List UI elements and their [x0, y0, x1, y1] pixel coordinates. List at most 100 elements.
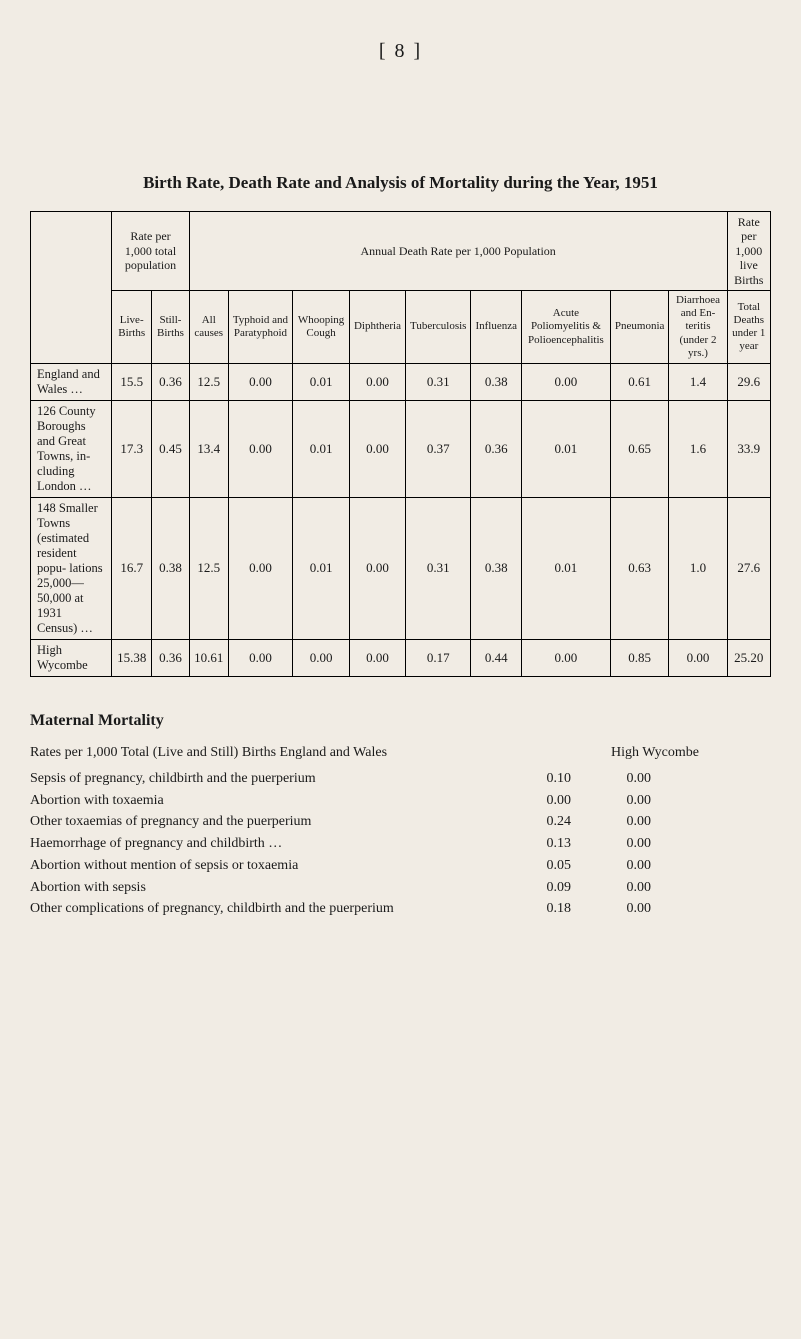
maternal-subhead-ew: Rates per 1,000 Total (Live and Still) B… — [30, 744, 571, 762]
cell: 0.38 — [471, 497, 522, 639]
table-row: 126 County Boroughs and Great Towns, in-… — [31, 400, 771, 497]
maternal-list-ew: Sepsis of pregnancy, childbirth and the … — [30, 768, 571, 920]
cell: 15.5 — [112, 363, 152, 400]
col-tuberculosis: Tuberculosis — [406, 290, 471, 363]
item-value: 0.13 — [531, 833, 571, 855]
maternal-col-hw: High Wycombe 0.00 0.00 0.00 0.00 0.00 0.… — [611, 744, 771, 920]
group-rate-population: Rate per 1,000 total population — [112, 212, 190, 291]
cell: 0.17 — [406, 639, 471, 676]
row-label: High Wycombe — [31, 639, 112, 676]
maternal-col-ew: Rates per 1,000 Total (Live and Still) B… — [30, 744, 571, 920]
cell: 0.00 — [521, 363, 610, 400]
mortality-table: Rate per 1,000 total population Annual D… — [30, 211, 771, 677]
cell: 0.36 — [152, 639, 190, 676]
maternal-columns: Rates per 1,000 Total (Live and Still) B… — [30, 744, 771, 920]
cell: 0.61 — [610, 363, 669, 400]
cell: 0.00 — [349, 497, 405, 639]
cell: 0.36 — [471, 400, 522, 497]
item-value: 0.10 — [531, 768, 571, 790]
cell: 0.00 — [228, 363, 293, 400]
col-polio: Acute Poliomyelitis & Polioencephalitis — [521, 290, 610, 363]
list-item: 0.00 — [611, 833, 771, 855]
item-label: Abortion with toxaemia — [30, 790, 531, 812]
list-item: 0.00 — [611, 768, 771, 790]
page: [ 8 ] Birth Rate, Death Rate and Analysi… — [0, 0, 801, 1339]
item-value: 0.00 — [611, 833, 651, 855]
cell: 12.5 — [189, 363, 228, 400]
cell: 0.44 — [471, 639, 522, 676]
col-area — [31, 212, 112, 364]
item-label: Haemorrhage of pregnancy and childbirth … — [30, 833, 531, 855]
list-item: Abortion without mention of sepsis or to… — [30, 855, 571, 877]
list-item: Abortion with toxaemia0.00 — [30, 790, 571, 812]
cell: 29.6 — [727, 363, 770, 400]
item-label: Abortion without mention of sepsis or to… — [30, 855, 531, 877]
item-value: 0.18 — [531, 898, 571, 920]
cell: 0.00 — [521, 639, 610, 676]
cell: 1.0 — [669, 497, 727, 639]
table-row: High Wycombe 15.38 0.36 10.61 0.00 0.00 … — [31, 639, 771, 676]
maternal-title: Maternal Mortality — [30, 712, 771, 730]
list-item: 0.00 — [611, 855, 771, 877]
table-group-row: Rate per 1,000 total population Annual D… — [31, 212, 771, 291]
cell: 0.01 — [293, 400, 350, 497]
list-item: Other complications of pregnancy, childb… — [30, 898, 571, 920]
col-typhoid: Typhoid and Paratyphoid — [228, 290, 293, 363]
col-diphtheria: Diphtheria — [349, 290, 405, 363]
table-body: England and Wales … 15.5 0.36 12.5 0.00 … — [31, 363, 771, 676]
item-value: 0.00 — [611, 790, 651, 812]
item-value: 0.05 — [531, 855, 571, 877]
cell: 0.36 — [152, 363, 190, 400]
row-label: 148 Smaller Towns (estimated resident po… — [31, 497, 112, 639]
maternal-subhead-hw: High Wycombe — [611, 744, 771, 762]
cell: 0.00 — [349, 363, 405, 400]
cell: 33.9 — [727, 400, 770, 497]
group-death-rate: Annual Death Rate per 1,000 Population — [189, 212, 727, 291]
group-rate-live-births: Rate per 1,000 live Births — [727, 212, 770, 291]
cell: 15.38 — [112, 639, 152, 676]
cell: 25.20 — [727, 639, 770, 676]
cell: 0.01 — [521, 497, 610, 639]
item-label: Sepsis of pregnancy, childbirth and the … — [30, 768, 531, 790]
list-item: 0.00 — [611, 877, 771, 899]
table-header-row: Live-Births Still-Births All causes Typh… — [31, 290, 771, 363]
maternal-list-hw: 0.00 0.00 0.00 0.00 0.00 0.00 0.00 — [611, 768, 771, 920]
item-value: 0.09 — [531, 877, 571, 899]
main-title: Birth Rate, Death Rate and Analysis of M… — [30, 173, 771, 193]
col-still-births: Still-Births — [152, 290, 190, 363]
page-number: [ 8 ] — [30, 40, 771, 63]
item-value: 0.00 — [611, 811, 651, 833]
list-item: 0.00 — [611, 898, 771, 920]
col-influenza: Influenza — [471, 290, 522, 363]
item-label: Other toxaemias of pregnancy and the pue… — [30, 811, 531, 833]
table-row: England and Wales … 15.5 0.36 12.5 0.00 … — [31, 363, 771, 400]
col-pneumonia: Pneumonia — [610, 290, 669, 363]
cell: 1.6 — [669, 400, 727, 497]
list-item: Abortion with sepsis0.09 — [30, 877, 571, 899]
cell: 0.65 — [610, 400, 669, 497]
cell: 17.3 — [112, 400, 152, 497]
cell: 0.31 — [406, 497, 471, 639]
cell: 0.37 — [406, 400, 471, 497]
cell: 0.38 — [152, 497, 190, 639]
cell: 0.85 — [610, 639, 669, 676]
item-value: 0.00 — [611, 855, 651, 877]
cell: 0.00 — [228, 400, 293, 497]
item-value: 0.24 — [531, 811, 571, 833]
item-value: 0.00 — [611, 877, 651, 899]
cell: 16.7 — [112, 497, 152, 639]
cell: 12.5 — [189, 497, 228, 639]
row-label: 126 County Boroughs and Great Towns, in-… — [31, 400, 112, 497]
cell: 10.61 — [189, 639, 228, 676]
cell: 1.4 — [669, 363, 727, 400]
col-all-causes: All causes — [189, 290, 228, 363]
item-value: 0.00 — [531, 790, 571, 812]
cell: 0.00 — [669, 639, 727, 676]
cell: 0.38 — [471, 363, 522, 400]
cell: 0.31 — [406, 363, 471, 400]
item-value: 0.00 — [611, 768, 651, 790]
cell: 0.01 — [293, 497, 350, 639]
col-diarrhoea: Diarrhoea and En- teritis (under 2 yrs.) — [669, 290, 727, 363]
item-value: 0.00 — [611, 898, 651, 920]
cell: 0.01 — [521, 400, 610, 497]
